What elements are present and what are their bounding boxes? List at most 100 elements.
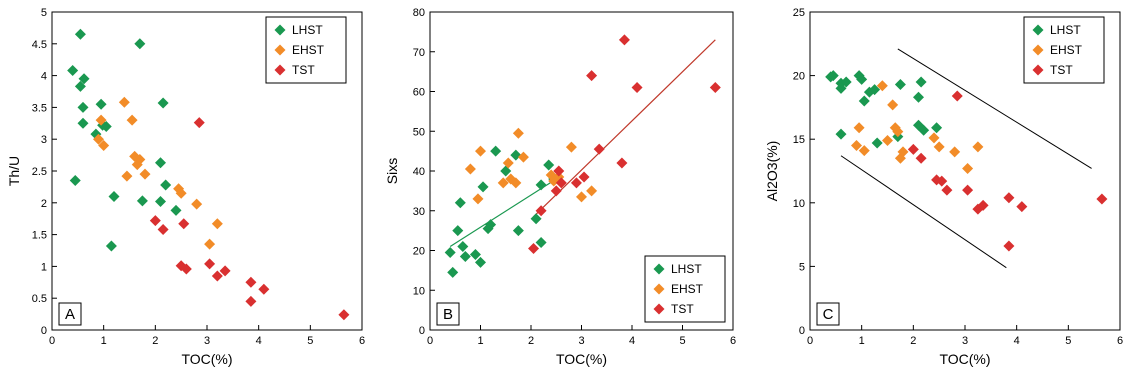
point-lhst bbox=[444, 246, 456, 258]
point-lhst bbox=[170, 204, 182, 216]
point-ehst bbox=[95, 114, 107, 126]
envelope-line-1 bbox=[897, 48, 1092, 169]
point-lhst bbox=[155, 196, 166, 208]
point-tst bbox=[211, 270, 223, 282]
x-tick-label: 6 bbox=[359, 335, 365, 347]
point-lhst bbox=[74, 28, 86, 40]
point-tst bbox=[593, 143, 605, 155]
point-tst bbox=[631, 82, 643, 94]
point-ehst bbox=[576, 191, 587, 203]
legend-label-lhst: LHST bbox=[1050, 23, 1081, 37]
point-lhst bbox=[530, 213, 542, 225]
point-tst bbox=[219, 265, 231, 277]
y-axis-label: Th/U bbox=[6, 156, 22, 186]
legend: LHST EHST TST bbox=[644, 255, 726, 323]
y-tick-label: 5 bbox=[41, 7, 47, 19]
legend: LHST EHST TST bbox=[265, 16, 347, 84]
panel-label: B bbox=[443, 306, 453, 323]
panel-label-box bbox=[58, 302, 82, 326]
point-lhst bbox=[835, 82, 847, 94]
x-tick-label: 4 bbox=[256, 335, 262, 347]
point-tst bbox=[193, 117, 205, 129]
point-ehst bbox=[464, 163, 476, 175]
point-ehst bbox=[126, 114, 138, 126]
y-tick-label: 4.5 bbox=[32, 39, 47, 51]
point-tst bbox=[555, 177, 567, 189]
point-tst bbox=[1016, 201, 1028, 213]
point-tst bbox=[936, 175, 948, 187]
point-tst bbox=[616, 157, 628, 169]
y-tick-label: 0 bbox=[419, 325, 425, 337]
point-lhst bbox=[447, 266, 459, 278]
y-tick-label: 4 bbox=[41, 71, 47, 83]
point-lhst bbox=[452, 225, 464, 237]
point-tst bbox=[535, 205, 547, 217]
point-ehst bbox=[510, 177, 522, 189]
y-tick-label: 60 bbox=[413, 87, 425, 99]
point-lhst bbox=[535, 179, 547, 191]
point-tst bbox=[1003, 240, 1015, 252]
point-ehst bbox=[175, 187, 187, 199]
point-ehst bbox=[93, 133, 104, 145]
point-lhst bbox=[869, 84, 881, 96]
y-axis-label: Al2O3(%) bbox=[764, 141, 780, 202]
point-lhst bbox=[134, 38, 146, 50]
point-ehst bbox=[204, 238, 216, 250]
legend-marker-ehst bbox=[653, 283, 665, 295]
y-axis-label: Sixs bbox=[384, 158, 400, 184]
trendline-tst bbox=[533, 39, 716, 218]
legend-label-lhst: LHST bbox=[292, 23, 323, 37]
legend-marker-lhst bbox=[274, 24, 286, 36]
point-ehst bbox=[512, 127, 524, 139]
x-tick-label: 4 bbox=[1014, 335, 1020, 347]
point-lhst bbox=[160, 179, 172, 191]
point-ehst bbox=[565, 141, 577, 153]
point-lhst bbox=[475, 256, 486, 268]
point-lhst bbox=[77, 117, 89, 129]
point-ehst bbox=[475, 145, 486, 157]
point-tst bbox=[204, 258, 216, 270]
point-tst bbox=[178, 218, 190, 230]
legend-label-tst: TST bbox=[1050, 63, 1073, 77]
point-tst bbox=[553, 165, 565, 177]
point-ehst bbox=[472, 193, 484, 205]
x-axis-label: TOC(%) bbox=[181, 351, 232, 367]
point-lhst bbox=[858, 95, 870, 107]
y-tick-label: 40 bbox=[413, 166, 425, 178]
legend-label-ehst: EHST bbox=[1050, 43, 1083, 57]
point-ehst bbox=[876, 80, 888, 92]
point-ehst bbox=[928, 132, 940, 144]
point-lhst bbox=[918, 124, 930, 136]
point-ehst bbox=[98, 140, 110, 152]
point-tst bbox=[245, 295, 257, 307]
y-tick-label: 70 bbox=[413, 47, 425, 59]
legend: LHST EHST TST bbox=[1023, 16, 1105, 84]
point-lhst bbox=[871, 137, 883, 149]
y-tick-label: 5 bbox=[799, 261, 805, 273]
x-tick-label: 5 bbox=[1065, 335, 1071, 347]
legend-marker-tst bbox=[274, 64, 286, 76]
legend-marker-lhst bbox=[1032, 24, 1044, 36]
point-ehst bbox=[502, 157, 514, 169]
trendline-lhst bbox=[449, 178, 557, 248]
point-ehst bbox=[517, 151, 529, 163]
point-lhst bbox=[74, 80, 86, 92]
point-ehst bbox=[118, 96, 130, 108]
y-tick-label: 30 bbox=[413, 206, 425, 218]
point-tst bbox=[907, 143, 919, 155]
point-lhst bbox=[543, 159, 555, 171]
point-tst bbox=[962, 184, 974, 196]
point-tst bbox=[180, 263, 192, 275]
point-lhst bbox=[894, 79, 906, 91]
panel-label: A bbox=[65, 306, 75, 323]
point-tst bbox=[1096, 193, 1108, 205]
point-ehst bbox=[497, 177, 509, 189]
point-ehst bbox=[851, 140, 862, 152]
point-lhst bbox=[105, 240, 117, 252]
x-tick-label: 2 bbox=[910, 335, 916, 347]
point-lhst bbox=[913, 91, 924, 103]
point-tst bbox=[951, 90, 963, 102]
x-tick-label: 3 bbox=[204, 335, 210, 347]
